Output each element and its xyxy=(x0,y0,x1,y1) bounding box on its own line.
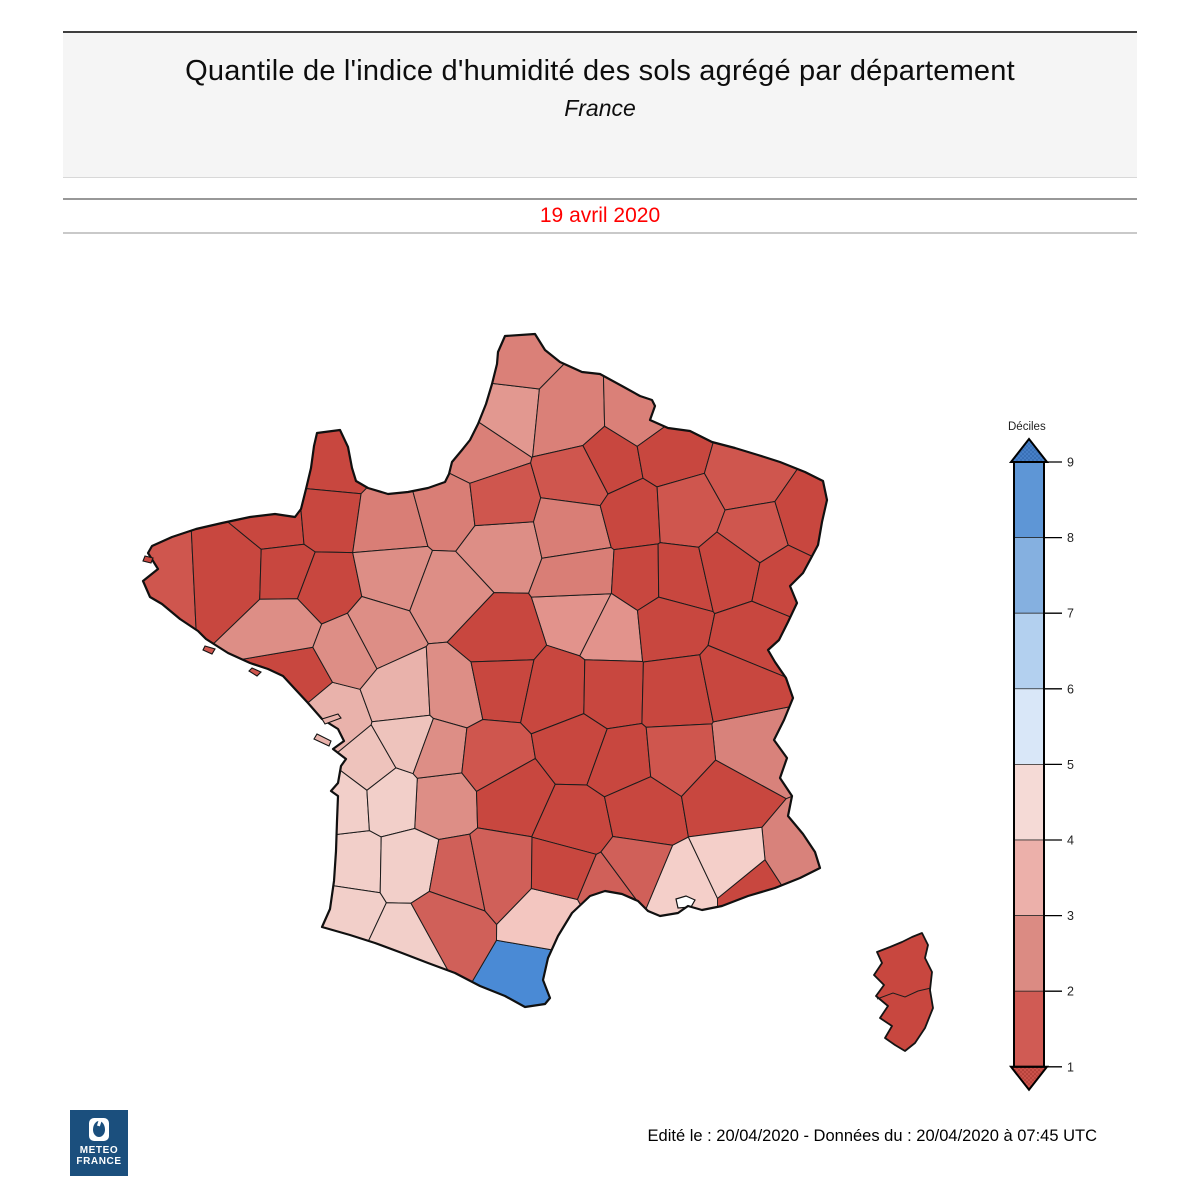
france-outline xyxy=(141,332,829,1009)
legend-segment-7-8 xyxy=(1013,537,1045,614)
department-cell xyxy=(414,772,479,840)
ile-de-re xyxy=(321,713,342,725)
corsica-department-boundary xyxy=(876,987,932,1000)
legend-tick-label: 3 xyxy=(1067,909,1074,923)
page-subtitle: France xyxy=(564,95,636,121)
legend-arrow-high-hatch xyxy=(1011,439,1047,462)
departments-layer xyxy=(143,334,827,1007)
legend-tick-label: 4 xyxy=(1067,834,1074,848)
corsica-outline xyxy=(873,932,934,1052)
department-cell xyxy=(143,830,382,894)
legend-segment-2-3 xyxy=(1013,915,1045,992)
legend-tick-label: 8 xyxy=(1067,531,1074,545)
department-cell xyxy=(601,334,763,447)
department-cell xyxy=(530,836,597,900)
legend-segment-5-6 xyxy=(1013,688,1045,765)
legend-segment-8-9 xyxy=(1013,461,1045,538)
meteo-france-icon xyxy=(89,1118,109,1141)
date-banner: 19 avril 2020 xyxy=(63,198,1137,234)
france-choropleth-map xyxy=(141,332,934,1052)
legend-tick-label: 7 xyxy=(1067,607,1074,621)
etang-de-berre xyxy=(675,895,696,909)
department-cell xyxy=(143,646,333,814)
legend-tick-label: 5 xyxy=(1067,758,1074,772)
legend-arrow-low-hatch xyxy=(1011,1066,1047,1090)
noirmoutier xyxy=(248,667,262,677)
legend-tick-label: 9 xyxy=(1067,456,1074,470)
legend-segment-6-7 xyxy=(1013,612,1045,690)
legend-segment-1-2 xyxy=(1013,990,1045,1068)
logo-line1: METEO xyxy=(79,1145,119,1156)
legend-tick-label: 2 xyxy=(1067,985,1074,999)
logo-line2: FRANCE xyxy=(76,1156,122,1167)
department-cell xyxy=(143,760,370,858)
edition-footer: Edité le : 20/04/2020 - Données du : 20/… xyxy=(647,1127,1097,1145)
department-cell xyxy=(687,826,766,899)
ile-d-oleron xyxy=(313,733,332,747)
legend-segment-4-5 xyxy=(1013,764,1045,841)
page-title: Quantile de l'indice d'humidité des sols… xyxy=(185,55,1015,87)
header-panel: Quantile de l'indice d'humidité des sols… xyxy=(63,31,1137,178)
legend-tick-label: 1 xyxy=(1067,1060,1074,1074)
legend-title: Déciles xyxy=(1008,421,1046,433)
date-text: 19 avril 2020 xyxy=(539,204,661,227)
department-cell xyxy=(143,334,404,495)
belle-ile xyxy=(202,645,216,655)
legend-tick-label: 6 xyxy=(1067,682,1074,696)
ouessant xyxy=(142,555,154,564)
department-cell xyxy=(583,659,644,730)
meteo-france-logo: METEO FRANCE xyxy=(70,1110,128,1176)
department-cell xyxy=(143,336,305,550)
legend-segment-3-4 xyxy=(1013,839,1045,916)
decile-legend: Déciles 9 8 7 6 5 4 3 2 1 xyxy=(1008,421,1074,1092)
department-cell xyxy=(298,487,362,554)
